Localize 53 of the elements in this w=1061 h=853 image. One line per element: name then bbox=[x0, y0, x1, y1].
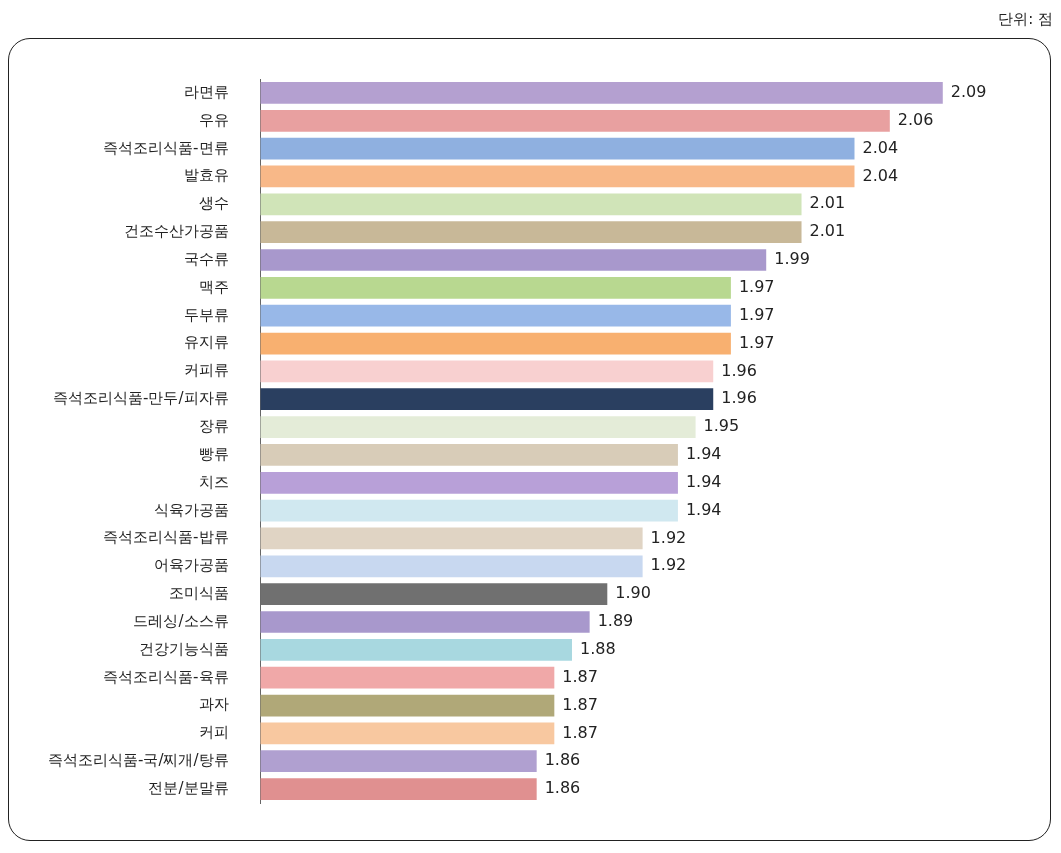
data-label: 2.04 bbox=[862, 165, 899, 185]
data-label: 1.94 bbox=[685, 499, 722, 519]
y-tick-label: 커피 bbox=[198, 723, 229, 742]
data-label: 1.97 bbox=[738, 332, 775, 352]
y-tick-label: 과자 bbox=[198, 695, 229, 714]
y-tick-label: 두부류 bbox=[183, 305, 229, 324]
y-tick-label: 건강기능식품 bbox=[138, 639, 229, 658]
y-tick-label: 커피류 bbox=[183, 361, 229, 380]
data-label: 1.88 bbox=[579, 639, 616, 658]
y-tick-label: 국수류 bbox=[183, 249, 229, 268]
data-label: 2.04 bbox=[862, 137, 899, 157]
data-label: 1.97 bbox=[738, 277, 775, 296]
y-tick-label: 라면류 bbox=[183, 82, 229, 101]
y-tick-label: 즉석조리식품-면류 bbox=[103, 138, 229, 157]
y-tick-label: 건조수산가공품 bbox=[123, 222, 229, 241]
data-label: 1.87 bbox=[562, 694, 598, 714]
data-label: 2.01 bbox=[809, 193, 846, 213]
y-tick-label: 식육가공품 bbox=[153, 500, 229, 519]
data-label: 2.09 bbox=[950, 82, 987, 102]
y-tick-label: 치즈 bbox=[198, 472, 229, 491]
data-label: 1.97 bbox=[738, 304, 775, 324]
y-tick-label: 조미식품 bbox=[168, 584, 229, 603]
data-label: 1.94 bbox=[685, 471, 722, 491]
y-tick-label: 드레싱/소스류 bbox=[133, 611, 229, 630]
data-label: 1.87 bbox=[562, 722, 598, 742]
y-tick-label: 즉석조리식품-만두/피자류 bbox=[53, 389, 229, 408]
y-tick-label: 생수 bbox=[198, 194, 229, 213]
data-label: 1.95 bbox=[703, 416, 740, 436]
data-label: 1.96 bbox=[721, 388, 757, 408]
text: 단위: 점 bbox=[998, 10, 1053, 29]
data-label: 1.90 bbox=[615, 583, 651, 603]
data-label: 1.87 bbox=[562, 666, 598, 686]
y-tick-label: 즉석조리식품-밥류 bbox=[103, 528, 229, 547]
y-tick-label: 전분/분말류 bbox=[148, 778, 229, 797]
data-label: 1.86 bbox=[544, 750, 581, 770]
data-label: 2.06 bbox=[897, 109, 934, 129]
y-tick-label: 장류 bbox=[198, 416, 229, 435]
y-tick-label: 빵류 bbox=[198, 444, 229, 463]
data-label: 1.99 bbox=[774, 249, 810, 269]
data-label: 1.92 bbox=[650, 527, 687, 547]
data-label: 1.86 bbox=[544, 778, 581, 798]
data-label: 1.96 bbox=[721, 360, 757, 380]
y-tick-label: 즉석조리식품-국/찌개/탕류 bbox=[47, 751, 229, 770]
y-tick-label: 어육가공품 bbox=[153, 556, 229, 575]
y-tick-label: 즉석조리식품-육류 bbox=[103, 667, 229, 686]
data-label: 1.92 bbox=[650, 555, 687, 575]
data-label: 1.89 bbox=[597, 611, 634, 631]
data-label: 2.01 bbox=[809, 221, 846, 241]
y-tick-label: 우유 bbox=[198, 110, 229, 129]
y-tick-label: 맥주 bbox=[198, 277, 229, 296]
y-tick-label: 유지류 bbox=[183, 333, 229, 352]
y-tick-label: 발효유 bbox=[183, 166, 229, 185]
data-label: 1.94 bbox=[685, 444, 722, 464]
